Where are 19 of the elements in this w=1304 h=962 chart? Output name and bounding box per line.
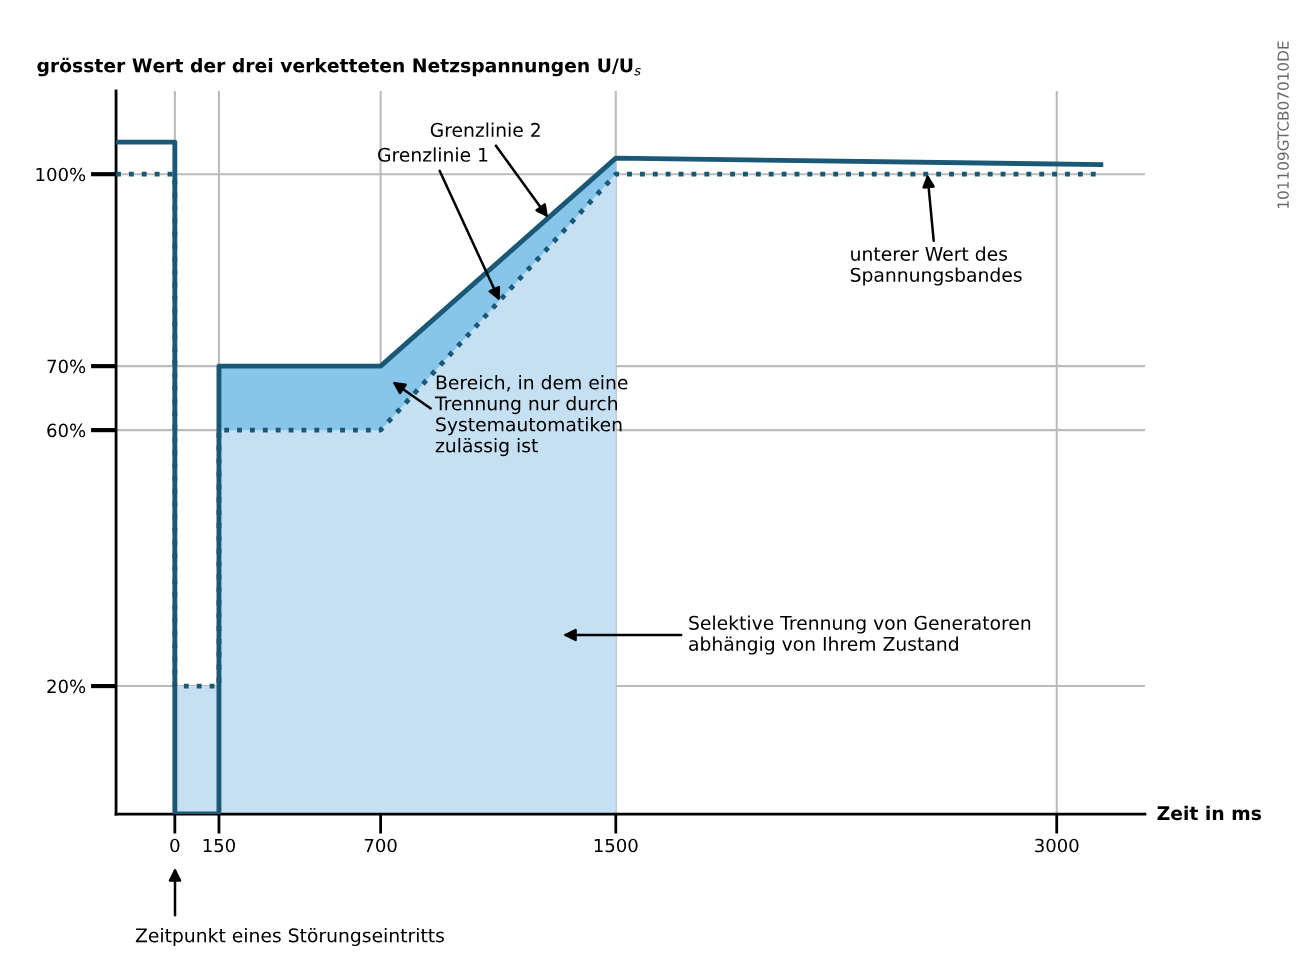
y-tick-label: 20% (47, 679, 86, 694)
annotation: unterer Wert des Spannungsbandes (850, 246, 1022, 286)
annotation: Grenzlinie 1 (378, 147, 488, 162)
text: 101109GTCB07010DE (1277, 41, 1289, 208)
x-tick-label: 700 (364, 838, 397, 853)
y-tick-label: 60% (47, 423, 86, 438)
y-tick-label: 100% (36, 167, 86, 182)
y-tick-label: 70% (47, 359, 86, 374)
annotation: Selektive Trennung von Generatoren abhängig von Ihrem Zustand (689, 615, 1031, 655)
x-tick-label: 150 (203, 838, 235, 853)
text: Zeitpunkt eines Störungseintritts (135, 927, 444, 947)
x-axis-title: Zeit in ms (1157, 805, 1261, 821)
annotation: Grenzlinie 2 (430, 122, 540, 138)
x-tick-label: 0 (170, 838, 180, 853)
x-tick-label: 3000 (1035, 838, 1079, 853)
annotation: Bereich, in dem eine Trennung nur durch Systemautomatiken zulässig ist (434, 375, 628, 457)
y-axis-title: grösster Wert der drei verketteten Netzspannungen U/U$_{s}$ (37, 57, 641, 77)
x-tick-label: 1500 (594, 838, 638, 853)
line-series (116, 139, 1104, 815)
